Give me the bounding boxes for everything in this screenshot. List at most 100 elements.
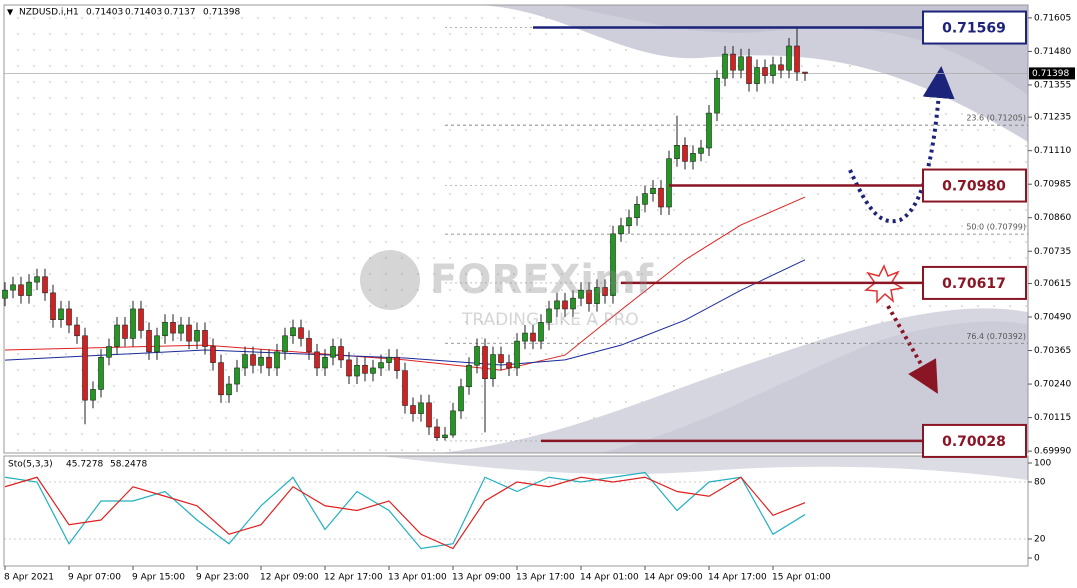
y-tick-label: 0.71110 xyxy=(1034,146,1071,156)
candle-body xyxy=(786,45,792,71)
stoch-signal-value: 58.2478 xyxy=(110,460,147,470)
level-label: 0.71569 xyxy=(942,21,1006,37)
x-tick-label: 15 Apr 01:00 xyxy=(772,573,831,583)
candle-body xyxy=(354,364,360,377)
candle-body xyxy=(194,330,200,342)
y-tick-label: 0.71605 xyxy=(1034,13,1071,23)
candle-body xyxy=(610,233,616,296)
candle-body xyxy=(626,217,632,227)
candle-body xyxy=(178,324,184,334)
y-tick-label: 0.70240 xyxy=(1034,380,1071,390)
candle-body xyxy=(362,364,368,374)
candle-body xyxy=(154,335,160,353)
candle-body xyxy=(266,356,272,369)
x-tick-label: 13 Apr 09:00 xyxy=(452,573,511,583)
candle-body xyxy=(434,426,440,439)
candle-body xyxy=(18,284,24,296)
candle-body xyxy=(282,335,288,353)
candle-body xyxy=(74,324,80,337)
header-close: 0.71398 xyxy=(203,8,240,18)
level-label: 0.70980 xyxy=(942,179,1006,195)
level-label: 0.70617 xyxy=(942,276,1006,292)
candle-body xyxy=(226,383,232,396)
candle-body xyxy=(162,322,168,337)
candle-body xyxy=(218,362,224,396)
candle-body xyxy=(338,346,344,361)
x-tick-label: 14 Apr 17:00 xyxy=(708,573,767,583)
header-low: 0.7137 xyxy=(164,8,196,18)
candle-body xyxy=(330,346,336,358)
fib-label: 23.6 (0.71205) xyxy=(966,114,1026,123)
candle-body xyxy=(498,354,504,363)
candle-body xyxy=(530,332,536,342)
candle-body xyxy=(274,351,280,369)
candle-body xyxy=(666,158,672,208)
forecast-arrow-up xyxy=(848,66,955,224)
candle-body xyxy=(442,434,448,439)
x-tick-label: 9 Apr 15:00 xyxy=(132,573,185,583)
level-box xyxy=(922,168,1027,203)
candle-body xyxy=(506,362,512,369)
stoch-tick-label: 80 xyxy=(1034,478,1046,488)
candle-body xyxy=(250,354,256,366)
candle-body xyxy=(698,147,704,154)
x-tick-label: 14 Apr 09:00 xyxy=(644,573,703,583)
candle-body xyxy=(130,308,136,339)
candle-body xyxy=(754,67,760,84)
candle-body xyxy=(570,297,576,310)
stoch-line xyxy=(4,471,806,550)
candle-body xyxy=(546,308,552,323)
candle-body xyxy=(106,346,112,358)
y-tick-label: 0.69990 xyxy=(1034,447,1071,457)
candle-body xyxy=(466,364,472,388)
candle-body xyxy=(594,287,600,304)
current-price-label: 0.71398 xyxy=(1032,69,1069,79)
candle-body xyxy=(170,322,176,334)
candle-body xyxy=(10,284,16,291)
candle-body xyxy=(346,359,352,377)
candle-body xyxy=(66,308,72,326)
candle-body xyxy=(394,356,400,371)
candle-body xyxy=(34,276,40,283)
candle-body xyxy=(578,289,584,299)
candle-body xyxy=(586,289,592,304)
x-tick-label: 12 Apr 17:00 xyxy=(324,573,383,583)
candle-body xyxy=(386,356,392,363)
x-tick-label: 12 Apr 09:00 xyxy=(260,573,319,583)
candle-body xyxy=(690,153,696,162)
candle-body xyxy=(2,289,8,299)
candle-body xyxy=(522,332,528,342)
candle-body xyxy=(458,386,464,412)
x-tick-label: 8 Apr 2021 xyxy=(4,573,54,583)
symbol: NZDUSD.i,H1 xyxy=(19,8,79,18)
header-arrow: ▼ xyxy=(7,8,14,17)
candle-body xyxy=(314,351,320,369)
y-tick-label: 0.70115 xyxy=(1034,413,1071,423)
y-tick-label: 0.70490 xyxy=(1034,312,1071,322)
candle-body xyxy=(26,281,32,296)
y-tick-label: 0.71480 xyxy=(1034,47,1071,57)
candle-body xyxy=(730,53,736,71)
fib-label: 76.4 (0.70392) xyxy=(966,332,1026,341)
candle-body xyxy=(674,145,680,160)
candle-body xyxy=(58,308,64,320)
stoch-name: Sto(5,3,3) xyxy=(8,460,53,470)
candle-body xyxy=(418,402,424,414)
candle-body xyxy=(146,330,152,353)
candle-body xyxy=(210,346,216,363)
candle-body xyxy=(90,389,96,401)
candle-body xyxy=(794,45,800,73)
fib-label: 50.0 (0.70799) xyxy=(966,223,1026,232)
candle-body xyxy=(378,362,384,369)
x-tick-label: 13 Apr 17:00 xyxy=(516,573,575,583)
watermark: FOREXimf TRADING LIKE A PRO xyxy=(360,250,654,330)
candle-body xyxy=(258,356,264,366)
level-box xyxy=(922,423,1027,458)
stoch-main-value: 45.7278 xyxy=(66,460,103,470)
watermark-brand: FOREXimf xyxy=(430,257,654,303)
moving-average xyxy=(4,196,806,371)
current-price-tag xyxy=(1029,67,1075,80)
candle-body xyxy=(370,367,376,374)
candle-body xyxy=(538,322,544,342)
y-tick-label: 0.70615 xyxy=(1034,279,1071,289)
